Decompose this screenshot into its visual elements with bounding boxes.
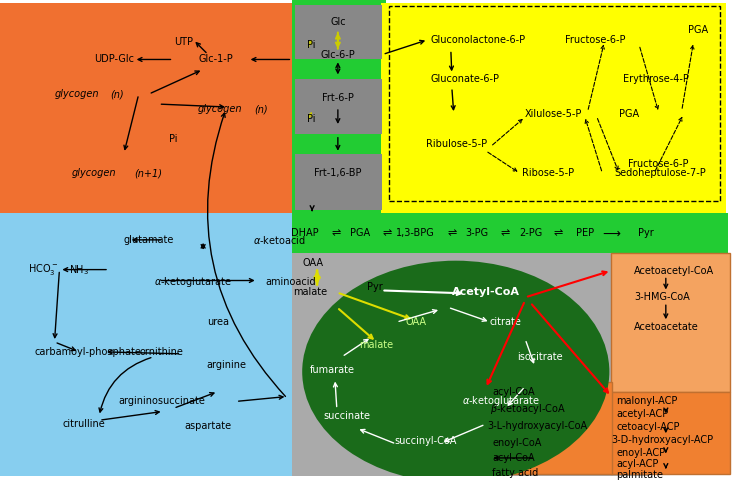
Text: NH$_3$: NH$_3$ — [70, 263, 90, 276]
Ellipse shape — [302, 261, 609, 480]
Text: Pyr: Pyr — [638, 228, 654, 238]
Text: glutamate: glutamate — [123, 235, 173, 245]
Text: Pi: Pi — [307, 40, 316, 49]
Text: glycogen: glycogen — [72, 168, 116, 179]
Text: enoyl-CoA: enoyl-CoA — [492, 438, 542, 448]
Text: Acetoacetate: Acetoacetate — [634, 322, 699, 332]
Text: fumarate: fumarate — [309, 365, 354, 375]
Bar — [292, 253, 649, 476]
Bar — [381, 3, 726, 213]
Text: glycogen: glycogen — [55, 89, 99, 99]
Text: Ribulose-5-P: Ribulose-5-P — [426, 139, 487, 149]
Text: $\beta$-ketoacyl-CoA: $\beta$-ketoacyl-CoA — [491, 402, 566, 416]
Text: arginine: arginine — [206, 360, 246, 370]
Text: Glc-6-P: Glc-6-P — [320, 49, 355, 60]
Text: OAA: OAA — [303, 258, 323, 268]
Text: Gluconolactone-6-P: Gluconolactone-6-P — [430, 35, 525, 45]
Text: urea: urea — [207, 317, 229, 327]
Text: succinyl-CoA: succinyl-CoA — [395, 436, 457, 446]
Text: OAA: OAA — [406, 317, 427, 327]
Text: cetoacyl-ACP: cetoacyl-ACP — [616, 422, 680, 432]
Text: Fructose-6-P: Fructose-6-P — [565, 35, 625, 45]
Text: argininosuccinate: argininosuccinate — [118, 396, 205, 407]
Text: Acetoacetyl-CoA: Acetoacetyl-CoA — [634, 265, 714, 276]
Bar — [292, 0, 386, 476]
Text: acyl-CoA: acyl-CoA — [492, 453, 535, 463]
Text: Sedoheptulose-7-P: Sedoheptulose-7-P — [614, 168, 706, 179]
Text: 3-D-hydroxyacyl-ACP: 3-D-hydroxyacyl-ACP — [611, 435, 713, 445]
Text: Gluconate-6-P: Gluconate-6-P — [430, 74, 499, 84]
Text: HCO$_3^-$: HCO$_3^-$ — [27, 262, 58, 277]
Text: Glc-1-P: Glc-1-P — [198, 54, 233, 64]
Bar — [0, 213, 386, 476]
Text: 3-HMG-CoA: 3-HMG-CoA — [634, 292, 690, 302]
Text: fatty acid: fatty acid — [492, 468, 539, 478]
Text: Frt-1,6-BP: Frt-1,6-BP — [314, 168, 362, 179]
Text: Frt-6-P: Frt-6-P — [322, 93, 354, 103]
Text: acyl-CoA: acyl-CoA — [492, 386, 535, 396]
Text: enoyl-ACP: enoyl-ACP — [616, 448, 665, 458]
Text: Pyr: Pyr — [366, 282, 383, 292]
Text: glycogen: glycogen — [198, 104, 243, 114]
Text: aminoacid: aminoacid — [266, 277, 316, 288]
Text: acyl-ACP: acyl-ACP — [616, 459, 659, 469]
Text: isocitrate: isocitrate — [517, 352, 563, 362]
Text: UDP-Glc: UDP-Glc — [94, 54, 134, 64]
Text: citrulline: citrulline — [63, 419, 106, 429]
Text: (n+1): (n+1) — [135, 168, 163, 179]
Text: $\rightleftharpoons$: $\rightleftharpoons$ — [551, 228, 565, 238]
Text: $\rightleftharpoons$: $\rightleftharpoons$ — [498, 228, 511, 238]
Text: 1,3-BPG: 1,3-BPG — [396, 228, 434, 238]
Text: $\alpha$-ketoglutarate: $\alpha$-ketoglutarate — [154, 276, 231, 289]
Text: (n): (n) — [110, 89, 124, 99]
Text: PGA: PGA — [688, 25, 709, 35]
Text: PEP: PEP — [576, 228, 593, 238]
Text: $\rightleftharpoons$: $\rightleftharpoons$ — [445, 228, 458, 238]
Text: succinate: succinate — [323, 411, 370, 421]
Text: PGA: PGA — [619, 109, 639, 119]
Text: Erythrose-4-P: Erythrose-4-P — [623, 74, 689, 84]
Text: malonyl-ACP: malonyl-ACP — [616, 396, 678, 407]
Text: citrate: citrate — [489, 317, 521, 327]
Bar — [295, 5, 383, 60]
Text: Acetyl-CoA: Acetyl-CoA — [451, 288, 519, 298]
Text: ornithine: ornithine — [140, 347, 184, 357]
Text: $\alpha$-ketoglutarate: $\alpha$-ketoglutarate — [462, 395, 539, 408]
Bar — [295, 79, 383, 134]
Bar — [292, 213, 728, 253]
Text: $\alpha$-ketoacid: $\alpha$-ketoacid — [252, 234, 306, 246]
Text: 3-L-hydroxyacyl-CoA: 3-L-hydroxyacyl-CoA — [488, 421, 588, 431]
Text: DHAP: DHAP — [292, 228, 319, 238]
Text: (n): (n) — [254, 104, 267, 114]
Text: palmitate: palmitate — [616, 470, 663, 480]
Text: Fructose-6-P: Fructose-6-P — [628, 158, 689, 168]
Text: Pi: Pi — [169, 134, 178, 144]
Text: UTP: UTP — [174, 36, 193, 47]
Bar — [389, 6, 720, 201]
Text: acetyl-ACP: acetyl-ACP — [616, 409, 668, 420]
Text: malate: malate — [360, 340, 394, 350]
Bar — [0, 3, 297, 213]
Text: PGA: PGA — [349, 228, 370, 238]
Bar — [611, 392, 730, 474]
Text: 2-PG: 2-PG — [519, 228, 542, 238]
Text: Pi: Pi — [307, 114, 316, 124]
Text: $\rightleftharpoons$: $\rightleftharpoons$ — [380, 228, 393, 238]
Text: carbamoyl-phosphate: carbamoyl-phosphate — [35, 347, 141, 357]
Text: Ribose-5-P: Ribose-5-P — [522, 168, 574, 179]
Bar — [611, 253, 730, 392]
Text: malate: malate — [293, 288, 327, 298]
Bar — [295, 154, 383, 210]
Text: aspartate: aspartate — [184, 421, 232, 431]
Bar — [485, 382, 612, 474]
Text: Glc: Glc — [330, 17, 346, 27]
Text: Xilulose-5-P: Xilulose-5-P — [525, 109, 582, 119]
Text: 3-PG: 3-PG — [465, 228, 488, 238]
Text: $\longrightarrow$: $\longrightarrow$ — [600, 227, 622, 240]
Text: $\rightleftharpoons$: $\rightleftharpoons$ — [329, 228, 343, 238]
